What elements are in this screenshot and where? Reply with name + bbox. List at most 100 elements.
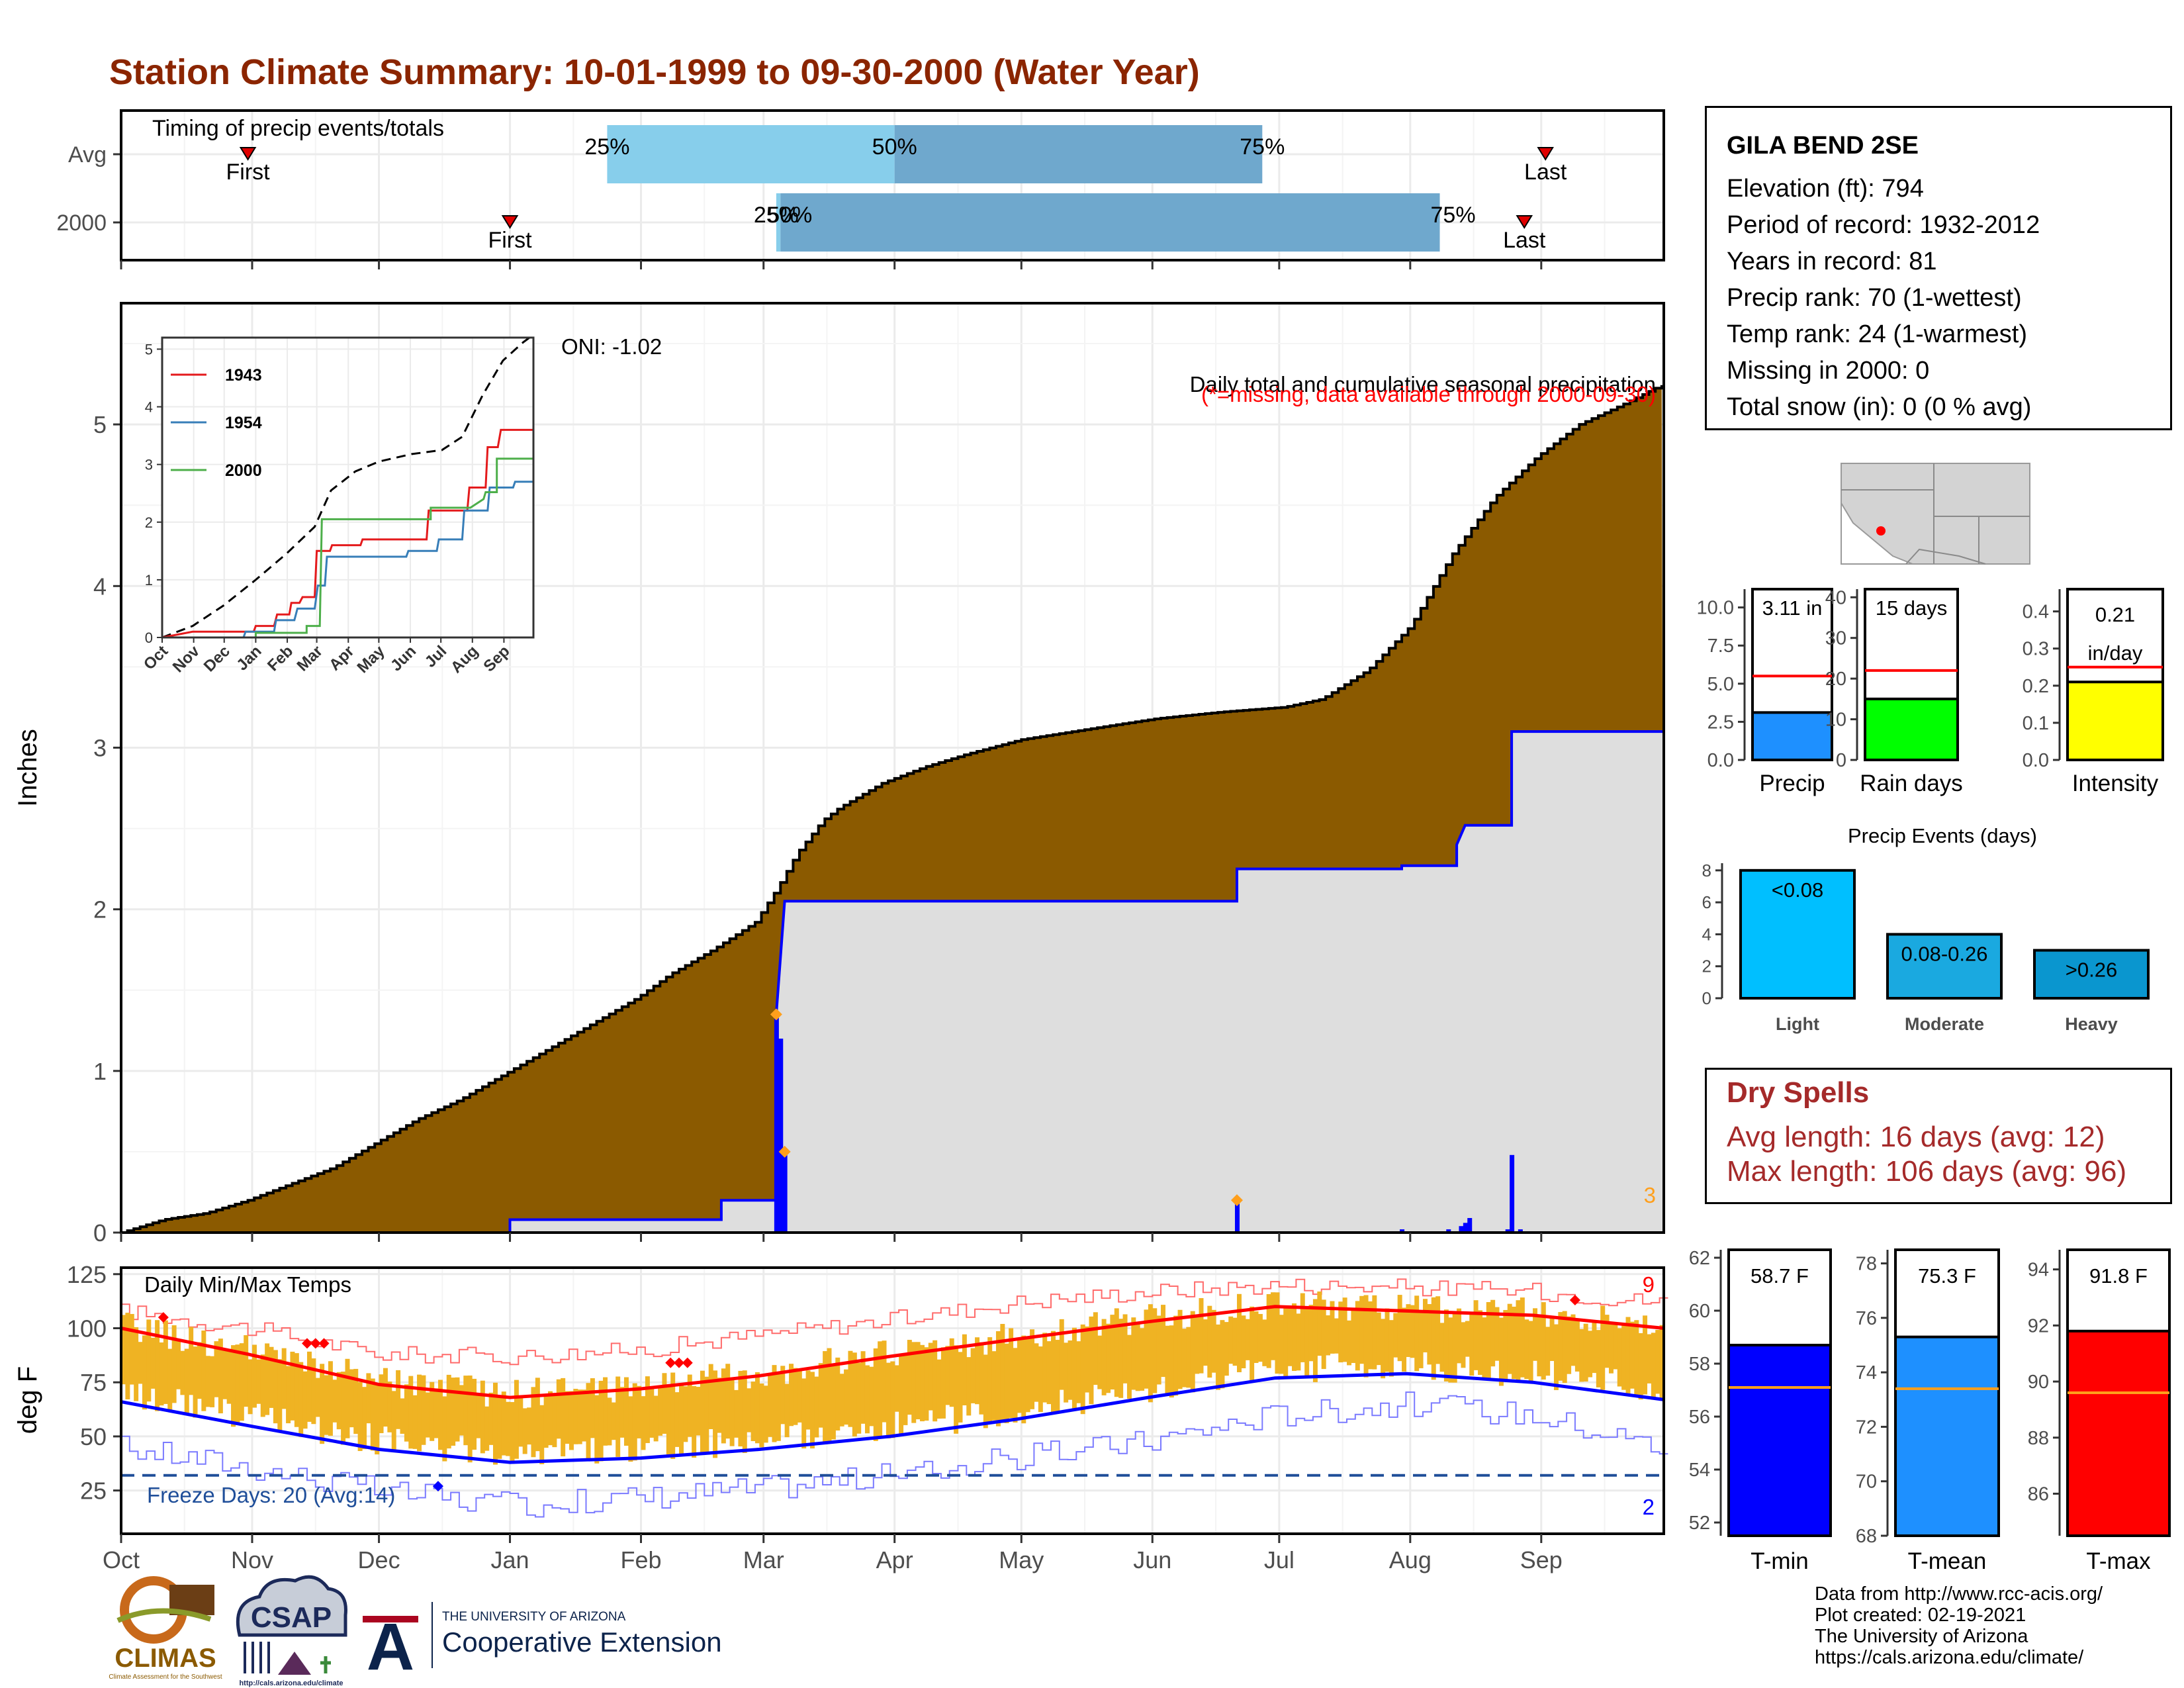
temps-daily-bar-204 — [983, 1354, 988, 1429]
temps-daily-bar-293 — [1359, 1295, 1365, 1364]
temps-daily-bar-49 — [328, 1361, 333, 1436]
temps-daily-bar-116 — [611, 1402, 616, 1440]
temps-daily-bar-242 — [1144, 1309, 1149, 1389]
precip-daily-bar-3 — [1234, 1200, 1240, 1233]
temps-daily-bar-346 — [1583, 1323, 1588, 1382]
temps-daily-bar-95 — [522, 1408, 527, 1454]
temps-daily-bar-65 — [396, 1370, 401, 1429]
temps-daily-bar-108 — [577, 1389, 582, 1444]
temps-daily-bar-350 — [1600, 1305, 1606, 1390]
temps-daily-bar-174 — [856, 1362, 862, 1434]
temps-daily-bar-275 — [1283, 1305, 1289, 1377]
temps-daily-bar-201 — [970, 1348, 976, 1403]
precip-bar-ytick-label-4: 10.0 — [1697, 598, 1734, 619]
temps-daily-bar-253 — [1190, 1311, 1195, 1393]
intensity-bar-value-label-1: in/day — [2088, 641, 2143, 665]
temps-daily-bar-30 — [248, 1359, 253, 1415]
temps-daily-bar-50 — [332, 1380, 338, 1423]
tmin-ytick-label-0: 52 — [1689, 1513, 1710, 1534]
temps-daily-bar-181 — [886, 1362, 891, 1438]
temps-daily-bar-342 — [1567, 1316, 1572, 1374]
temps-daily-bar-10 — [163, 1320, 168, 1404]
tmax-ytick-label-1: 88 — [2028, 1428, 2049, 1449]
temps-daily-bar-64 — [391, 1391, 396, 1453]
inset-legend-label-1943: 1943 — [225, 366, 262, 385]
temps-daily-bar-73 — [430, 1382, 435, 1441]
tmean-value-label: 75.3 F — [1918, 1264, 1976, 1288]
temps-daily-bar-191 — [928, 1342, 933, 1411]
temps-daily-bar-57 — [362, 1387, 367, 1450]
temps-daily-bar-313 — [1443, 1309, 1449, 1382]
temps-daily-bar-334 — [1533, 1308, 1538, 1361]
temps-daily-bar-31 — [251, 1344, 257, 1408]
temps-xtick-label-8: Jun — [1133, 1546, 1171, 1573]
temps-daily-bar-232 — [1101, 1319, 1107, 1395]
temps-daily-bar-9 — [159, 1342, 164, 1406]
temps-daily-bar-170 — [839, 1374, 844, 1427]
temps-xtick-label-9: Jul — [1264, 1546, 1295, 1573]
temps-daily-bar-241 — [1140, 1328, 1145, 1391]
events-xlabel-0: Light — [1776, 1014, 1819, 1034]
temps-daily-bar-100 — [543, 1395, 549, 1448]
temps-daily-bar-88 — [492, 1382, 498, 1465]
temps-daily-bar-233 — [1106, 1323, 1111, 1393]
temps-daily-bar-309 — [1427, 1304, 1432, 1365]
temps-daily-bar-207 — [995, 1331, 1001, 1427]
temps-daily-bar-148 — [747, 1388, 752, 1432]
temps-daily-bar-40 — [290, 1351, 295, 1421]
temps-daily-bar-93 — [514, 1380, 519, 1459]
temps-daily-bar-125 — [649, 1387, 655, 1438]
temps-daily-bar-330 — [1516, 1300, 1521, 1381]
temps-daily-bar-48 — [324, 1375, 329, 1435]
timing-label-first-1: First — [488, 228, 532, 253]
temps-daily-bar-183 — [894, 1365, 899, 1412]
temps-daily-bar-75 — [437, 1380, 443, 1450]
temps-xtick-label-0: Oct — [103, 1546, 140, 1573]
temps-daily-bar-128 — [662, 1373, 667, 1434]
temps-count-cold: 2 — [1643, 1495, 1655, 1519]
temps-daily-bar-113 — [598, 1380, 604, 1462]
temps-ytick-label-4: 125 — [67, 1261, 107, 1288]
temps-daily-bar-131 — [674, 1392, 680, 1447]
tmean-ytick-label-3: 74 — [1856, 1362, 1877, 1383]
temps-daily-bar-294 — [1363, 1295, 1369, 1378]
tmax-ytick-label-2: 90 — [2028, 1372, 2049, 1393]
temps-daily-bar-138 — [704, 1376, 709, 1454]
temps-daily-bar-164 — [814, 1376, 819, 1438]
temps-daily-bar-142 — [721, 1368, 726, 1444]
timing-ylabel-0: Avg — [68, 142, 107, 167]
temps-daily-bar-176 — [864, 1365, 870, 1434]
temps-daily-bar-161 — [801, 1378, 807, 1449]
credit-url: https://cals.arizona.edu/climate/ — [1815, 1647, 2084, 1668]
temps-daily-bar-212 — [1017, 1339, 1022, 1413]
precip-marker-0 — [770, 1008, 782, 1021]
temps-daily-bar-110 — [586, 1383, 591, 1460]
temps-daily-bar-132 — [678, 1385, 684, 1456]
temps-normal-min-line — [120, 1372, 1664, 1464]
temps-xtick-label-10: Aug — [1389, 1546, 1432, 1573]
temps-daily-bar-322 — [1482, 1317, 1487, 1378]
temps-daily-bar-165 — [818, 1363, 823, 1428]
temps-daily-bar-74 — [433, 1388, 439, 1438]
temps-daily-bar-62 — [383, 1368, 388, 1427]
temps-daily-bar-288 — [1338, 1301, 1343, 1363]
temps-daily-bar-248 — [1169, 1325, 1174, 1398]
temps-daily-bar-344 — [1574, 1319, 1580, 1372]
temps-daily-bar-157 — [784, 1383, 790, 1438]
temps-daily-bar-356 — [1625, 1317, 1631, 1396]
temps-daily-bar-298 — [1381, 1319, 1386, 1379]
timing-label-p50-0: 50% — [872, 134, 917, 160]
temps-daily-bar-72 — [425, 1392, 430, 1438]
climas-logo-subtext: Climate Assessment for the Southwest — [109, 1673, 222, 1681]
temps-daily-bar-186 — [907, 1340, 912, 1415]
temps-daily-bar-84 — [476, 1394, 481, 1438]
temps-daily-bar-265 — [1241, 1315, 1246, 1369]
temps-record-max-marker-7 — [1569, 1295, 1580, 1306]
precip-daily-bar-9 — [1505, 1229, 1510, 1233]
temps-daily-bar-184 — [899, 1354, 904, 1436]
csap-logo-text: CSAP — [251, 1601, 332, 1634]
temps-daily-bar-152 — [763, 1385, 768, 1443]
station-elevation: Elevation (ft): 794 — [1727, 175, 1924, 203]
inset-frame — [161, 336, 535, 639]
